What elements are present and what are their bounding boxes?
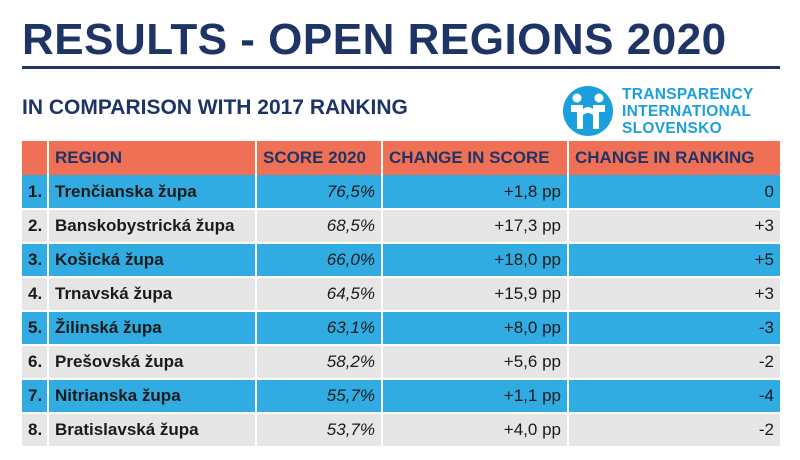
change-ranking-cell: -2 xyxy=(568,345,780,380)
table-row: 7. Nitrianska župa 55,7% +1,1 pp -4 xyxy=(22,379,780,414)
region-cell: Bratislavská župa xyxy=(48,413,257,448)
score-cell: 64,5% xyxy=(256,277,383,312)
logo-line: TRANSPARENCY xyxy=(622,85,754,103)
page-subtitle: IN COMPARISON WITH 2017 RANKING xyxy=(22,96,408,119)
page-title: RESULTS - OPEN REGIONS 2020 xyxy=(22,15,727,64)
column-header-region: REGION xyxy=(48,141,257,175)
column-header-score: SCORE 2020 xyxy=(256,141,383,175)
change-ranking-cell: +3 xyxy=(568,277,780,312)
organization-logo: TRANSPARENCY INTERNATIONAL SLOVENSKO xyxy=(562,82,782,140)
table-row: 8. Bratislavská župa 53,7% +4,0 pp -2 xyxy=(22,413,780,448)
change-score-cell: +1,8 pp xyxy=(382,175,569,210)
column-header-change-ranking: CHANGE IN RANKING xyxy=(568,141,780,175)
table-row: 2. Banskobystrická župa 68,5% +17,3 pp +… xyxy=(22,209,780,244)
change-score-cell: +4,0 pp xyxy=(382,413,569,448)
change-score-cell: +18,0 pp xyxy=(382,243,569,278)
region-cell: Nitrianska župa xyxy=(48,379,257,414)
score-cell: 53,7% xyxy=(256,413,383,448)
region-cell: Prešovská župa xyxy=(48,345,257,380)
region-cell: Trenčianska župa xyxy=(48,175,257,210)
change-ranking-cell: 0 xyxy=(568,175,780,210)
rank-cell: 4. xyxy=(22,277,49,312)
change-ranking-cell: +3 xyxy=(568,209,780,244)
column-header-rank xyxy=(22,141,49,175)
table-row: 6. Prešovská župa 58,2% +5,6 pp -2 xyxy=(22,345,780,380)
title-divider xyxy=(22,66,780,69)
table-header-row: REGION SCORE 2020 CHANGE IN SCORE CHANGE… xyxy=(22,141,780,175)
score-cell: 76,5% xyxy=(256,175,383,210)
table-row: 5. Žilinská župa 63,1% +8,0 pp -3 xyxy=(22,311,780,346)
change-score-cell: +8,0 pp xyxy=(382,311,569,346)
logo-line: SLOVENSKO xyxy=(622,119,723,137)
region-cell: Banskobystrická župa xyxy=(48,209,257,244)
change-ranking-cell: -4 xyxy=(568,379,780,414)
rank-cell: 5. xyxy=(22,311,49,346)
region-cell: Žilinská župa xyxy=(48,311,257,346)
rank-cell: 7. xyxy=(22,379,49,414)
score-cell: 68,5% xyxy=(256,209,383,244)
results-table: REGION SCORE 2020 CHANGE IN SCORE CHANGE… xyxy=(22,141,780,448)
change-ranking-cell: +5 xyxy=(568,243,780,278)
column-header-change-score: CHANGE IN SCORE xyxy=(382,141,569,175)
table-row: 3. Košická župa 66,0% +18,0 pp +5 xyxy=(22,243,780,278)
score-cell: 58,2% xyxy=(256,345,383,380)
rank-cell: 6. xyxy=(22,345,49,380)
rank-cell: 2. xyxy=(22,209,49,244)
change-ranking-cell: -2 xyxy=(568,413,780,448)
rank-cell: 1. xyxy=(22,175,49,210)
change-score-cell: +1,1 pp xyxy=(382,379,569,414)
rank-cell: 3. xyxy=(22,243,49,278)
change-score-cell: +5,6 pp xyxy=(382,345,569,380)
score-cell: 66,0% xyxy=(256,243,383,278)
transparency-international-logo-icon xyxy=(563,86,613,136)
table-row: 1. Trenčianska župa 76,5% +1,8 pp 0 xyxy=(22,175,780,210)
change-ranking-cell: -3 xyxy=(568,311,780,346)
change-score-cell: +17,3 pp xyxy=(382,209,569,244)
change-score-cell: +15,9 pp xyxy=(382,277,569,312)
rank-cell: 8. xyxy=(22,413,49,448)
logo-line: INTERNATIONAL xyxy=(622,102,752,120)
region-cell: Košická župa xyxy=(48,243,257,278)
region-cell: Trnavská župa xyxy=(48,277,257,312)
table-row: 4. Trnavská župa 64,5% +15,9 pp +3 xyxy=(22,277,780,312)
score-cell: 55,7% xyxy=(256,379,383,414)
score-cell: 63,1% xyxy=(256,311,383,346)
logo-wordmark: TRANSPARENCY INTERNATIONAL SLOVENSKO xyxy=(622,86,754,137)
